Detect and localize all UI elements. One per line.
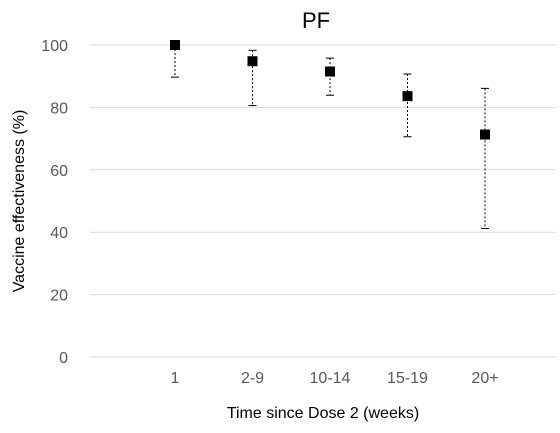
x-tick-label-2-9: 2-9 <box>241 370 264 387</box>
data-point-15-19 <box>402 91 413 102</box>
data-point-10-14 <box>325 66 335 77</box>
x-tick-label-20+: 20+ <box>471 370 498 387</box>
x-axis-label: Time since Dose 2 (weeks) <box>227 405 419 422</box>
chart-title: PF <box>302 8 330 33</box>
y-tick-label-20: 20 <box>50 288 68 305</box>
data-point-20+ <box>480 129 490 140</box>
data-point-1 <box>170 40 180 50</box>
y-tick-label-40: 40 <box>50 225 68 242</box>
y-tick-label-80: 80 <box>50 100 68 117</box>
y-tick-label-60: 60 <box>50 163 68 180</box>
x-tick-label-10-14: 10-14 <box>310 370 351 387</box>
data-point-2-9 <box>247 56 258 67</box>
y-axis-ticks: 0 20 40 60 80 100 <box>41 38 68 367</box>
data-points <box>170 40 490 140</box>
y-tick-label-0: 0 <box>59 350 68 367</box>
grid <box>90 44 556 358</box>
x-axis-ticks: 1 2-9 10-14 15-19 20+ <box>171 370 499 387</box>
y-tick-label-100: 100 <box>41 38 68 55</box>
x-tick-label-15-19: 15-19 <box>387 370 428 387</box>
x-tick-label-1: 1 <box>171 370 180 387</box>
y-axis-label: Vaccine effectiveness (%) <box>11 110 28 293</box>
